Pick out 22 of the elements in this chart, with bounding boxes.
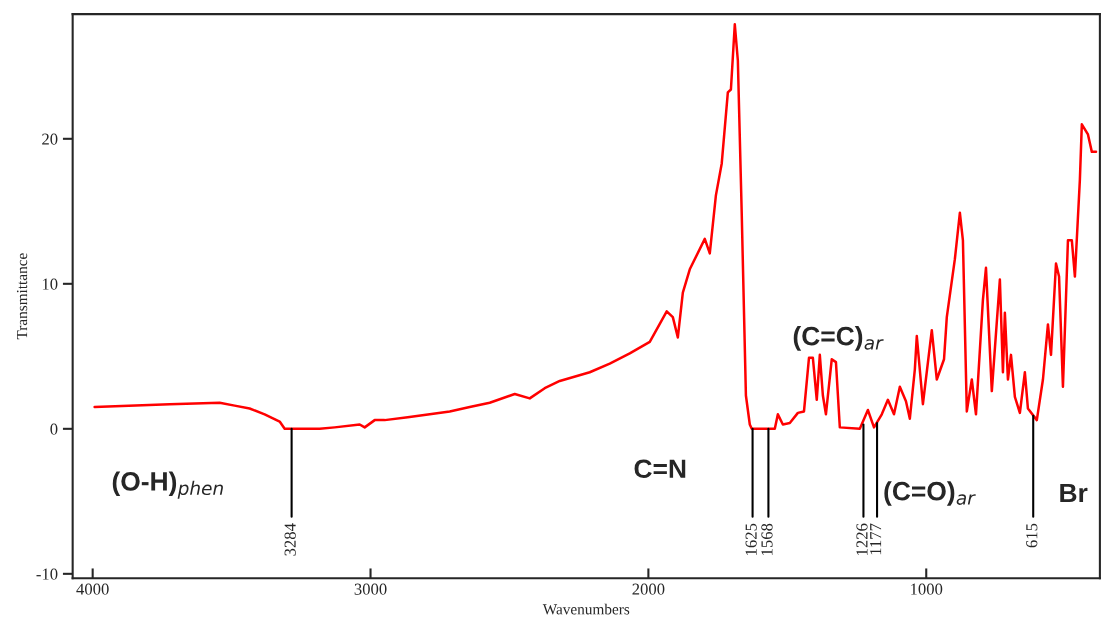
y-tick-label: 10 xyxy=(42,278,58,290)
annotation: Br xyxy=(1060,483,1088,503)
y-tick-label: 0 xyxy=(50,423,58,435)
annotation: (C=O)$_{ar}$ xyxy=(884,481,976,506)
x-tick-label: 3000 xyxy=(354,583,387,595)
annotation: (O-H)$_{phen}$ xyxy=(112,471,223,499)
annotation: 615 xyxy=(1026,523,1038,548)
x-tick-label: 1000 xyxy=(911,583,943,595)
annotation: 1177 xyxy=(870,523,882,555)
line-series xyxy=(93,23,1098,431)
y-axis-title: Transmittance xyxy=(16,253,28,340)
annotation: C=N xyxy=(634,459,686,479)
annotation: 1625 xyxy=(745,523,757,555)
y-tick-label: 20 xyxy=(42,133,58,145)
x-tick-label: 2000 xyxy=(632,583,665,595)
x-axis-title: Wavenumbers xyxy=(542,603,630,615)
x-tick-label: 4000 xyxy=(76,583,109,595)
y-tick-label: -10 xyxy=(36,568,58,580)
annotation: (C=C)$_{ar}$ xyxy=(793,326,884,351)
annotation: 3284 xyxy=(284,523,296,556)
annotation: 1226 xyxy=(856,523,868,555)
annotation: 1568 xyxy=(761,523,773,555)
